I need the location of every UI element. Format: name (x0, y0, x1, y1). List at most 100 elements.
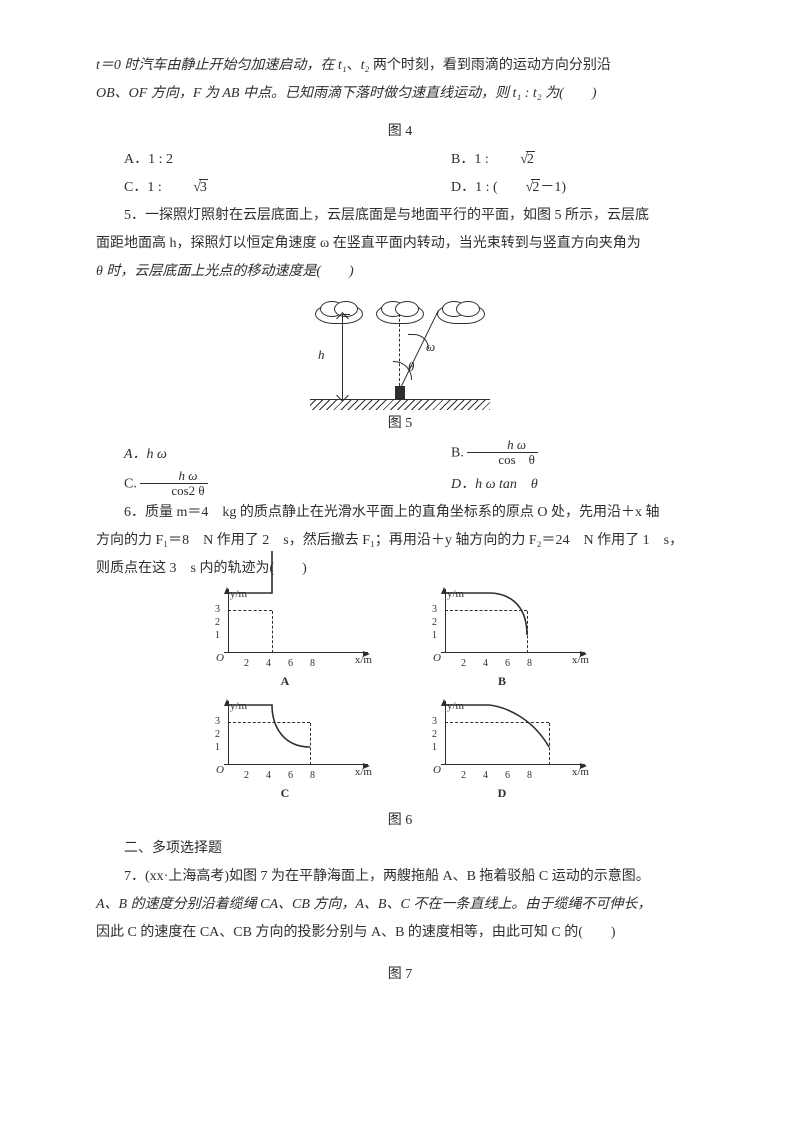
radicand: 3 (199, 179, 208, 195)
xtick: 8 (310, 771, 315, 781)
q5-options-row2: C. h ω cos2 θ D．h ω tan θ (96, 469, 704, 500)
ytick: 1 (432, 631, 437, 641)
origin-label: O (216, 647, 224, 669)
ytick: 1 (432, 743, 437, 753)
plot-caption: B (417, 669, 587, 693)
text: 面距地面高 h，探照灯以恒定角速度 ω 在竖直平面内转动，当光束转到与竖直方向夹… (96, 236, 641, 251)
origin-label: O (433, 759, 441, 781)
fig6-caption: 图 6 (388, 807, 413, 835)
xtick: 8 (527, 771, 532, 781)
xtick: 6 (288, 771, 293, 781)
fig5-caption: 图 5 (388, 410, 413, 438)
option-d: D．h ω tan θ (377, 471, 704, 499)
origin-label: O (433, 647, 441, 669)
text: 因此 C 的速度在 CA、CB 方向的投影分别与 A、B 的速度相等，由此可知 … (96, 925, 616, 940)
sqrt-icon: 2 (498, 174, 541, 202)
q4-options-row2: C．1 : 3 D．1 : (2－1) (96, 174, 704, 202)
xtick: 2 (244, 659, 249, 669)
text: A、B 的速度分别沿着缆绳 CA、CB 方向，A、B、C 不在一条直线上。由于缆… (96, 897, 651, 912)
plot-caption: A (200, 669, 370, 693)
text: C. (124, 476, 137, 491)
cloud-icon (437, 304, 485, 324)
q5-stem-b: 面距地面高 h，探照灯以恒定角速度 ω 在竖直平面内转动，当光束转到与竖直方向夹… (96, 230, 704, 258)
ytick: 1 (215, 743, 220, 753)
plot-caption: C (200, 781, 370, 805)
plot-b: y/m x/m O 1 2 3 2 4 6 8 B (417, 587, 587, 693)
fig4-caption: 图 4 (96, 118, 704, 146)
ytick: 3 (215, 605, 220, 615)
q4-options-row1: A．1 : 2 B．1 : 2 (96, 146, 704, 174)
plot-caption: D (417, 781, 587, 805)
radicand: 2 (526, 151, 535, 167)
dash-h (445, 610, 527, 611)
lamp-icon (395, 386, 405, 400)
plot-c: y/m x/m O 1 2 3 2 4 6 8 C (200, 699, 370, 805)
var-t1: t₁ (338, 58, 347, 73)
trajectory-curve (228, 593, 358, 653)
sqrt-icon: 3 (165, 174, 208, 202)
text: －1) (540, 180, 566, 195)
ytick: 3 (432, 605, 437, 615)
xtick: 6 (505, 659, 510, 669)
fig7-caption: 图 7 (96, 961, 704, 989)
dash-h (445, 722, 549, 723)
q4-stem-line2: OB、OF 方向，F 为 AB 中点。已知雨滴下落时做匀速直线运动，则 t₁ :… (96, 80, 704, 108)
xtick: 8 (310, 659, 315, 669)
q7-stem-a: 7．(xx·上海高考)如图 7 为在平静海面上，两艘拖船 A、B 拖着驳船 C … (96, 863, 704, 891)
option-a: A．1 : 2 (96, 146, 377, 174)
text: 两个时刻，看到雨滴的运动方向分别沿 (369, 58, 611, 73)
ytick: 2 (215, 618, 220, 628)
sqrt-icon: 2 (492, 146, 535, 174)
ytick: 2 (432, 730, 437, 740)
trajectory-curve (445, 705, 575, 765)
xtick: 8 (527, 659, 532, 669)
option-b: B. h ω cos θ (377, 438, 704, 469)
text: B. (451, 446, 464, 461)
q5-options-row1: A．h ω B. h ω cos θ (96, 438, 704, 469)
text: D．h ω tan θ (451, 477, 538, 492)
text: t＝0 时汽车由静止开始匀加速启动，在 (96, 58, 338, 73)
numerator: h ω (467, 438, 538, 453)
text: 6．质量 m＝4 kg 的质点静止在光滑水平面上的直角坐标系的原点 O 处，先用… (124, 505, 660, 520)
label-h: h (318, 342, 325, 368)
ytick: 2 (432, 618, 437, 628)
fig5-diagram: h ω θ (300, 290, 500, 410)
xtick: 4 (483, 771, 488, 781)
fig6-grid: y/m x/m O 1 2 3 2 4 6 8 A (200, 587, 600, 805)
text: θ 时，云层底面上光点的移动速度是( ) (96, 264, 354, 279)
xtick: 2 (461, 771, 466, 781)
height-bracket (336, 314, 350, 400)
plot-d: y/m x/m O 1 2 3 2 4 6 8 D (417, 699, 587, 805)
ytick: 1 (215, 631, 220, 641)
q5-stem-a: 5．一探照灯照射在云层底面上，云层底面是与地面平行的平面，如图 5 所示，云层底 (96, 202, 704, 230)
q6-stem-a: 6．质量 m＝4 kg 的质点静止在光滑水平面上的直角坐标系的原点 O 处，先用… (96, 499, 704, 527)
option-b: B．1 : 2 (377, 146, 704, 174)
figure-6: y/m x/m O 1 2 3 2 4 6 8 A (96, 587, 704, 835)
xtick: 6 (505, 771, 510, 781)
section-heading: 二、多项选择题 (96, 835, 704, 863)
trajectory-curve (228, 705, 358, 765)
ground-hatching (310, 400, 490, 410)
dash-h (228, 722, 310, 723)
dash-h (228, 610, 272, 611)
plot-a: y/m x/m O 1 2 3 2 4 6 8 A (200, 587, 370, 693)
text: D．1 : ( (451, 180, 498, 195)
label-omega: ω (426, 334, 435, 360)
q6-stem-c: 则质点在这 3 s 内的轨迹为( ) (96, 555, 704, 583)
xtick: 4 (266, 771, 271, 781)
trajectory-curve (445, 593, 575, 653)
text: 、 (347, 58, 361, 73)
option-d: D．1 : ( 2－1) (377, 174, 704, 202)
ytick: 3 (215, 717, 220, 727)
option-a: A．h ω (96, 441, 377, 469)
dash-v (310, 723, 311, 765)
dash-v (527, 611, 528, 653)
option-c: C. h ω cos2 θ (96, 469, 377, 500)
denominator: cos θ (467, 453, 538, 468)
xtick: 4 (483, 659, 488, 669)
text: A．h ω (124, 447, 167, 462)
xtick: 2 (461, 659, 466, 669)
fraction: h ω cos θ (467, 438, 538, 469)
radicand: 2 (531, 179, 540, 195)
text: OB、OF 方向，F 为 AB 中点。已知雨滴下落时做匀速直线运动，则 t₁ :… (96, 86, 596, 101)
